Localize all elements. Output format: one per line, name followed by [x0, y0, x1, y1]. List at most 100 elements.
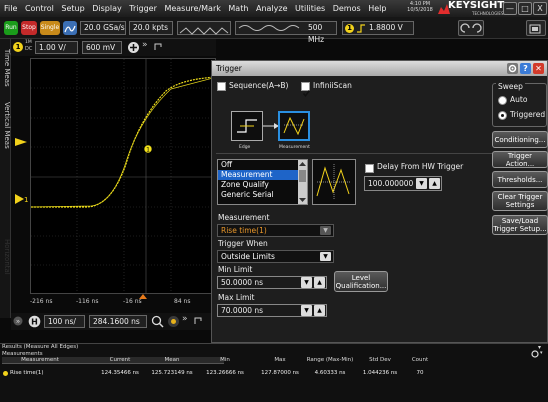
min-limit-increment[interactable]: ▲	[314, 277, 325, 288]
max-limit-increment[interactable]: ▲	[314, 305, 325, 316]
trigger-type-item[interactable]: Off	[221, 160, 233, 169]
list-scrollbar[interactable]	[298, 160, 307, 204]
dialog-help-button[interactable]: ?	[520, 63, 531, 74]
results-settings-icon[interactable]	[531, 350, 541, 358]
delay-decrement[interactable]: ▼	[416, 178, 427, 189]
expand-channels-icon[interactable]: »	[142, 40, 148, 50]
menu-measure-mark[interactable]: Measure/Mark	[164, 4, 221, 13]
delay-field[interactable]: 100.000000 ns ▼ ▲	[364, 176, 442, 191]
results-tab-measurements[interactable]: Measurements	[2, 351, 43, 357]
tab-vertical-meas[interactable]: Vertical Meas	[3, 101, 11, 149]
trigger-type-item-selected[interactable]: Measurement	[218, 170, 307, 180]
flow-arrow-icon	[263, 123, 279, 129]
channel-ground-marker-icon[interactable]: 1	[15, 194, 29, 204]
trigger-type-list[interactable]: Off Measurement Zone Qualify Generic Ser…	[217, 159, 308, 205]
conditioning-button[interactable]: Conditioning...	[492, 131, 548, 148]
max-limit-decrement[interactable]: ▼	[301, 305, 312, 316]
measurement-dropdown-value: Rise time(1)	[221, 226, 267, 235]
waveform-graticule	[31, 59, 215, 293]
horizontal-bar: » H 100 ns/ 284.1600 ns »	[11, 313, 216, 330]
max-limit-field[interactable]: 70.0000 ns ▼ ▲	[217, 304, 327, 317]
trigger-action-button[interactable]: Trigger Action...	[492, 151, 548, 168]
collapse-panel-icon[interactable]: »	[13, 316, 23, 326]
measurement-dropdown[interactable]: Rise time(1) ▼	[217, 224, 334, 237]
horizontal-clock-icon[interactable]: H	[28, 315, 41, 328]
trigger-type-item[interactable]: Zone Qualify	[221, 180, 269, 189]
tab-horizontal[interactable]: Horizontal	[3, 239, 11, 275]
trigger-when-dropdown[interactable]: Outside Limits ▼	[217, 250, 334, 263]
trigger-level-marker-icon[interactable]	[15, 138, 27, 146]
sample-rate-field[interactable]: 20.0 GSa/s	[80, 21, 126, 35]
menu-display[interactable]: Display	[92, 4, 122, 13]
tab-time-meas[interactable]: Time Meas	[3, 49, 11, 87]
menu-demos[interactable]: Demos	[332, 4, 361, 13]
menu-math[interactable]: Math	[228, 4, 249, 13]
sweep-triggered-radio[interactable]	[498, 111, 507, 120]
single-button[interactable]: Single	[40, 21, 60, 35]
menu-analyze[interactable]: Analyze	[255, 4, 288, 13]
expand-horizontal-icon[interactable]: »	[182, 314, 188, 324]
memory-depth-field[interactable]: 20.0 kpts	[129, 21, 173, 35]
thresholds-button[interactable]: Thresholds...	[492, 171, 548, 188]
trigger-type-item[interactable]: Generic Serial	[221, 190, 274, 199]
horizontal-scale-field[interactable]: 100 ns/	[44, 315, 85, 328]
max-limit-value: 70.0000 ns	[221, 306, 264, 315]
infiniscan-checkbox[interactable]	[301, 82, 311, 97]
channel-offset-field[interactable]: 600 mV	[82, 41, 122, 54]
undo-redo-button[interactable]	[458, 20, 484, 36]
clear-trigger-settings-button[interactable]: Clear Trigger Settings	[492, 191, 548, 211]
trigger-level-field[interactable]: 1 1.8800 V	[342, 21, 414, 35]
run-button[interactable]: Run	[4, 21, 18, 35]
menu-setup[interactable]: Setup	[61, 4, 85, 13]
results-cell: 125.723149 ns	[151, 370, 193, 376]
maximize-button[interactable]: □	[518, 2, 532, 15]
trigger-level-value: 1.8800 V	[369, 23, 403, 32]
undo-icon	[460, 23, 482, 33]
menu-help[interactable]: Help	[368, 4, 387, 13]
results-header: Measurement	[21, 357, 59, 363]
menu-file[interactable]: File	[4, 4, 18, 13]
level-qualification-button[interactable]: Level Qualification...	[334, 271, 388, 292]
edge-block-label: Edge	[239, 145, 251, 150]
menu-utilities[interactable]: Utilities	[295, 4, 326, 13]
dialog-title-bar[interactable]: Trigger	[212, 61, 547, 76]
toolbar-menu-button[interactable]	[526, 20, 546, 36]
bandwidth-display[interactable]: 500 MHz	[235, 21, 337, 44]
sweep-group: Sweep Auto Triggered	[492, 82, 547, 127]
min-limit-field[interactable]: 50.0000 ns ▼ ▲	[217, 276, 327, 289]
results-menu-icon[interactable]: ▾	[540, 350, 543, 356]
delay-checkbox[interactable]	[365, 164, 374, 173]
dialog-settings-button[interactable]	[507, 63, 518, 74]
horizontal-menu-icon[interactable]	[193, 316, 203, 326]
sequence-checkbox[interactable]	[217, 82, 226, 91]
waveform-display[interactable]: 1	[30, 58, 216, 294]
add-channel-icon[interactable]	[127, 41, 141, 54]
results-collapse-icon[interactable]: ▾	[538, 344, 542, 351]
acquisition-icon[interactable]	[167, 315, 180, 328]
channel-menu-icon[interactable]	[153, 42, 163, 52]
min-limit-decrement[interactable]: ▼	[301, 277, 312, 288]
time-reference-marker-icon[interactable]	[139, 294, 147, 299]
autoscale-button[interactable]	[63, 21, 77, 35]
dialog-close-button[interactable]: ✕	[533, 63, 544, 74]
sweep-auto-radio[interactable]	[498, 96, 507, 105]
menu-control[interactable]: Control	[24, 4, 54, 13]
zoom-icon[interactable]	[151, 315, 164, 328]
edge-trigger-block[interactable]	[231, 111, 263, 141]
channel-number-badge[interactable]: 1	[13, 42, 23, 52]
delay-increment[interactable]: ▲	[429, 178, 440, 189]
acquisition-mode-display[interactable]	[177, 21, 231, 35]
infiniscan-label: InfiniiScan	[313, 81, 352, 90]
results-header: Std Dev	[369, 357, 391, 363]
trigger-when-label: Trigger When	[218, 239, 268, 248]
save-load-trigger-setup-button[interactable]: Save/Load Trigger Setup...	[492, 215, 548, 235]
left-tab-strip: Time Meas Vertical Meas Horizontal	[0, 39, 11, 318]
close-window-button[interactable]: X	[533, 2, 547, 15]
horizontal-position-field[interactable]: 284.1600 ns	[89, 315, 147, 328]
measurement-trigger-block[interactable]	[278, 111, 310, 141]
dropdown-arrow-icon: ▼	[320, 226, 331, 235]
minimize-button[interactable]: —	[503, 2, 517, 15]
channel-scale-field[interactable]: 1.00 V/	[35, 41, 78, 54]
menu-trigger[interactable]: Trigger	[129, 4, 157, 13]
stop-button[interactable]: Stop	[21, 21, 37, 35]
